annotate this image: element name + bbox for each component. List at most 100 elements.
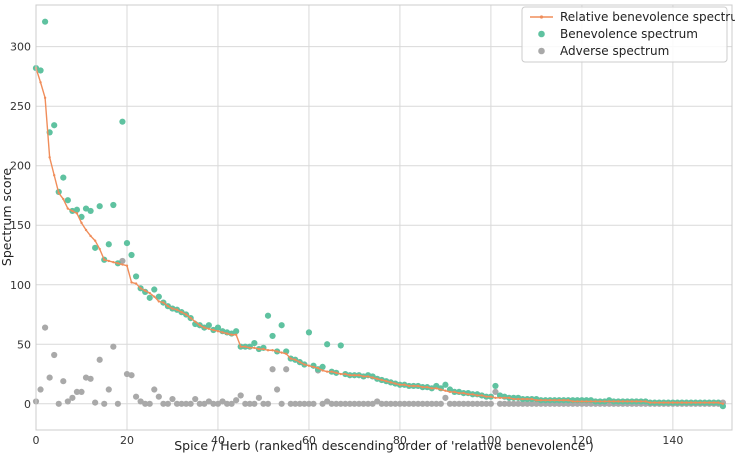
benevolence-point — [110, 201, 117, 209]
adverse-point — [419, 400, 426, 407]
adverse-point — [169, 395, 176, 403]
adverse-point — [155, 393, 162, 400]
relative-point — [316, 366, 320, 370]
adverse-point — [510, 400, 517, 407]
relative-point — [430, 387, 433, 390]
adverse-point — [178, 400, 185, 407]
relative-point — [394, 382, 397, 385]
relative-point — [216, 329, 220, 333]
relative-point — [125, 264, 129, 267]
relative-point — [639, 400, 643, 403]
adverse-point — [60, 378, 67, 385]
relative-point — [626, 400, 629, 403]
x-tick-label: 0 — [33, 434, 40, 447]
relative-point — [489, 395, 493, 398]
adverse-point — [405, 400, 413, 407]
adverse-point — [283, 366, 290, 373]
adverse-point — [383, 400, 390, 407]
relative-point — [421, 385, 424, 389]
grid — [35, 5, 732, 430]
adverse-point — [296, 400, 303, 407]
benevolence-point — [87, 207, 94, 215]
relative-point — [658, 401, 661, 404]
adverse-point — [451, 400, 458, 407]
relative-point — [703, 401, 706, 404]
relative-point — [48, 156, 51, 159]
adverse-point — [333, 400, 340, 407]
adverse-point — [478, 400, 485, 407]
relative-point — [380, 378, 383, 382]
relative-point — [530, 397, 534, 401]
relative-point — [307, 364, 311, 367]
legend: Relative benevolence spectrum Benevolenc… — [521, 6, 735, 63]
benevolence-point — [37, 67, 44, 74]
adverse-point — [55, 400, 62, 407]
relative-point — [398, 383, 402, 386]
adverse-point — [146, 400, 153, 407]
relative-point — [148, 291, 151, 295]
adverse-point — [446, 400, 454, 407]
relative-point — [476, 394, 479, 397]
benevolence-point — [132, 273, 140, 280]
relative-point — [130, 281, 133, 284]
relative-point — [180, 310, 183, 314]
adverse-point — [219, 398, 226, 405]
adverse-point — [469, 400, 476, 407]
relative-point — [644, 400, 647, 403]
relative-point — [153, 295, 156, 298]
relative-point — [371, 376, 374, 379]
relative-point — [366, 375, 370, 378]
relative-point — [280, 351, 283, 354]
x-tick-labels: 0 20 40 60 80 100 120 140 — [33, 434, 684, 447]
relative-point — [75, 212, 79, 215]
adverse-point — [137, 398, 144, 405]
adverse-point — [110, 343, 117, 350]
relative-point — [694, 401, 697, 404]
relative-point — [184, 313, 188, 316]
adverse-point — [273, 386, 281, 393]
benevolence-point — [492, 382, 499, 390]
relative-point — [580, 400, 584, 403]
relative-point — [166, 304, 170, 308]
relative-point — [630, 400, 634, 403]
benevolence-point — [105, 241, 112, 248]
adverse-point — [223, 400, 231, 407]
relative-point — [594, 400, 597, 403]
adverse-point — [173, 400, 181, 407]
y-tick-label: 150 — [10, 219, 31, 232]
adverse-point — [128, 372, 135, 379]
relative-point — [157, 300, 161, 303]
relative-point — [162, 301, 165, 304]
adverse-point — [396, 400, 404, 407]
adverse-point — [255, 394, 263, 401]
relative-point — [507, 396, 511, 400]
adverse-point — [228, 400, 235, 407]
y-tick-label: 0 — [24, 398, 31, 411]
relative-point — [271, 349, 274, 352]
relative-point — [571, 400, 574, 403]
legend-label-benevolence: Benevolence spectrum — [560, 27, 698, 41]
relative-point — [485, 395, 488, 398]
relative-point — [462, 391, 465, 395]
adverse-point — [369, 400, 376, 407]
adverse-point — [105, 386, 112, 393]
relative-point — [84, 228, 88, 232]
adverse-point — [410, 400, 417, 407]
adverse-point — [437, 400, 444, 407]
adverse-point — [355, 400, 363, 407]
relative-point — [607, 400, 611, 403]
relative-point — [685, 401, 688, 404]
relative-point — [121, 263, 124, 266]
relative-point — [71, 209, 74, 213]
adverse-point — [483, 400, 490, 407]
relative-point — [407, 384, 411, 388]
adverse-point — [424, 400, 431, 407]
relative-point — [89, 234, 92, 238]
relative-point — [612, 400, 615, 403]
adverse-point — [337, 400, 344, 407]
relative-point — [389, 381, 393, 384]
legend-marker-adverse — [538, 47, 545, 55]
relative-point — [275, 350, 279, 353]
relative-point — [244, 345, 247, 348]
